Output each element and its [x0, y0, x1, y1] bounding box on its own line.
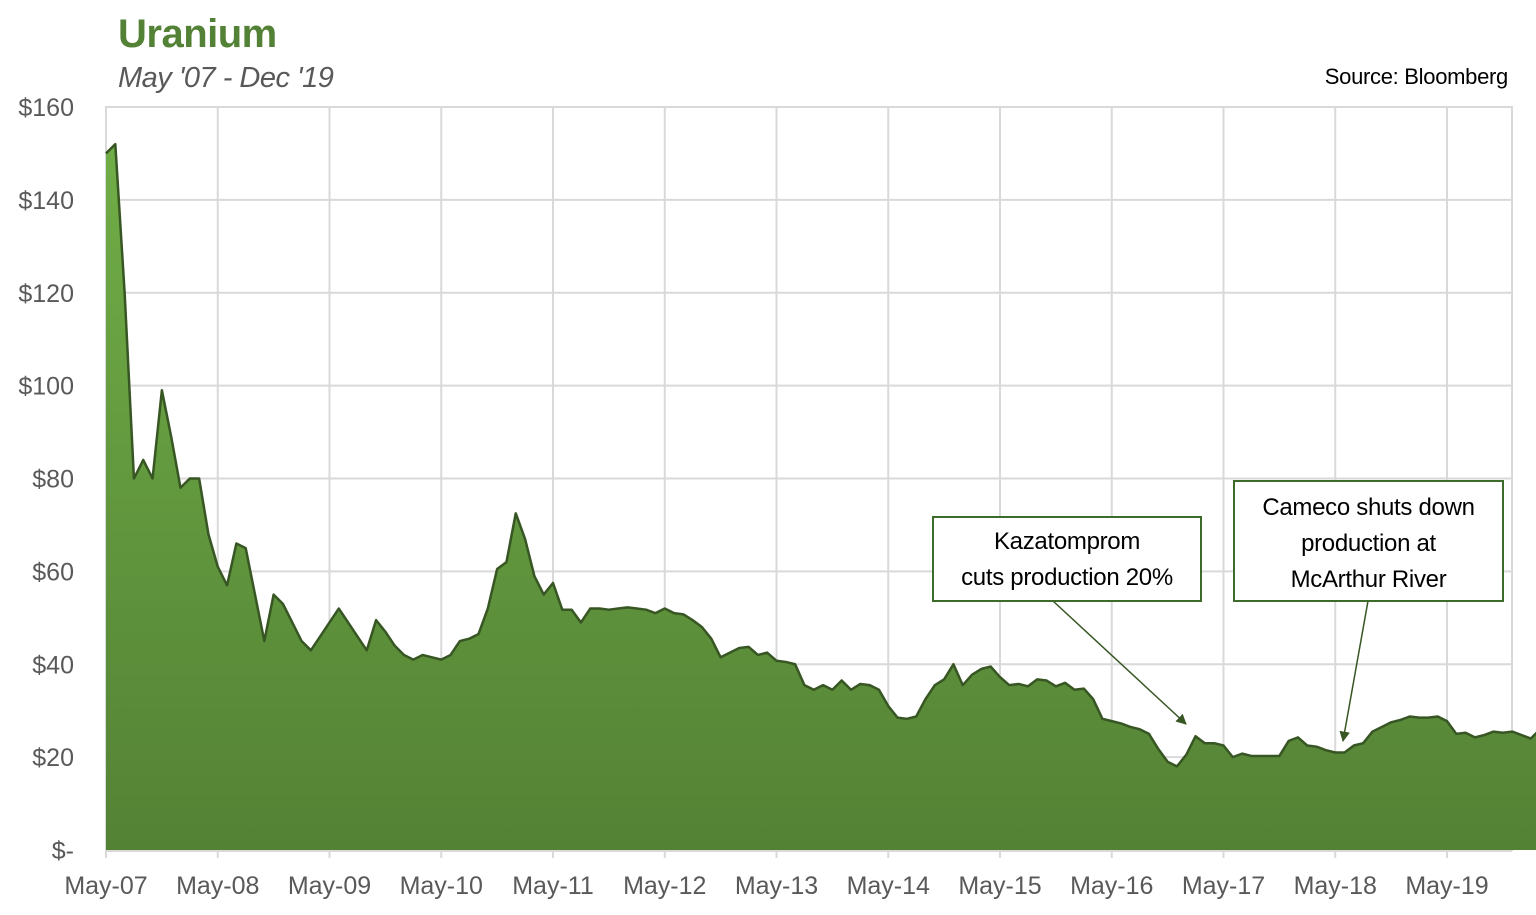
annotation-cameco: Cameco shuts down production at McArthur…	[1233, 480, 1504, 602]
annotation-kazatomprom-line1: Kazatomprom	[993, 528, 1141, 555]
y-tick-label: $60	[32, 558, 74, 586]
source-note: Source: Bloomberg	[1324, 64, 1509, 89]
annotation-cameco-line2: production at	[1301, 530, 1436, 557]
x-tick-label: May-13	[735, 872, 818, 900]
annotation-kazatomprom: Kazatomprom cuts production 20%	[932, 516, 1202, 602]
y-tick-label: $80	[32, 466, 74, 494]
annotation-cameco-line1: Cameco shuts down	[1262, 494, 1475, 521]
x-tick-label: May-16	[1070, 872, 1153, 900]
x-tick-label: May-14	[847, 872, 930, 900]
x-tick-label: May-19	[1405, 872, 1488, 900]
y-tick-label: $120	[18, 280, 74, 308]
x-tick-label: May-09	[288, 872, 371, 900]
x-axis-ticks	[105, 851, 1448, 858]
x-axis-labels: May-07 May-08 May-09 May-10 May-11 May-12 May-…	[64, 872, 1488, 900]
annotation-kazatomprom-line2: cuts production 20%	[961, 564, 1173, 591]
x-tick-label: May-17	[1182, 872, 1265, 900]
chart-subtitle: May '07 - Dec '19	[118, 62, 334, 94]
x-tick-label: May-12	[623, 872, 706, 900]
y-axis-labels: $- $20 $40 $60 $80 $100 $120 $140 $160	[18, 94, 74, 865]
cameco-arrow	[1339, 600, 1369, 743]
y-tick-label: $40	[32, 651, 74, 679]
x-tick-label: May-08	[176, 872, 259, 900]
kazatomprom-arrow	[1052, 600, 1187, 725]
x-tick-label: May-11	[512, 872, 594, 900]
y-tick-label: $140	[18, 187, 74, 215]
y-tick-label: $20	[32, 744, 74, 772]
x-tick-label: May-07	[64, 872, 147, 900]
price-line	[105, 142, 1536, 768]
x-tick-label: May-18	[1294, 872, 1377, 900]
y-tick-label: $100	[18, 373, 74, 401]
annotation-cameco-line3: McArthur River	[1290, 566, 1447, 593]
chart-title: Uranium	[118, 12, 277, 56]
x-tick-label: May-10	[400, 872, 483, 900]
x-tick-label: May-15	[958, 872, 1041, 900]
price-area	[106, 144, 1536, 850]
y-tick-label: $160	[18, 94, 74, 122]
y-tick-label: $-	[52, 837, 74, 865]
